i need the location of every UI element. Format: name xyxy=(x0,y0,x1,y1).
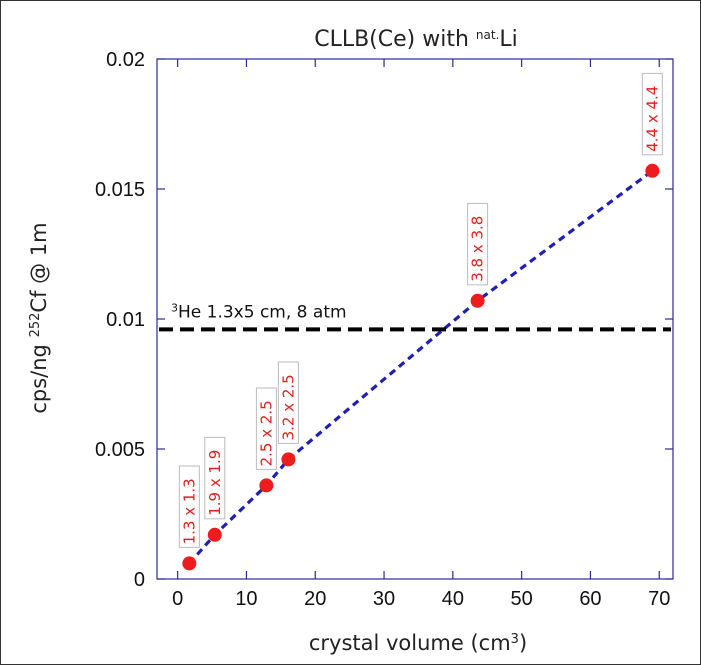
x-tick-label: 10 xyxy=(235,588,257,610)
point-label: 4.4 x 4.4 xyxy=(643,86,661,152)
data-point xyxy=(281,452,296,467)
fit-line xyxy=(188,169,654,565)
tick-labels: 0 10 20 30 40 50 60 70 0 0.005 0.01 0.015 0.02 xyxy=(95,49,670,610)
axis-ticks xyxy=(157,58,673,580)
point-label-group: 1.3 x 1.3 xyxy=(178,465,200,548)
x-tick-label: 20 xyxy=(304,588,326,610)
point-label: 3.8 x 3.8 xyxy=(469,216,487,282)
point-label-group: 1.9 x 1.9 xyxy=(204,436,226,520)
x-tick-label: 30 xyxy=(373,588,395,610)
y-tick-label: 0.01 xyxy=(106,309,145,331)
point-label-box xyxy=(467,202,489,286)
x-tick-label: 60 xyxy=(579,588,601,610)
point-label-group: 4.4 x 4.4 xyxy=(641,72,663,156)
point-label-box xyxy=(255,387,277,470)
x-tick-label: 40 xyxy=(442,588,464,610)
point-label-group: 3.2 x 2.5 xyxy=(277,361,299,444)
data-point xyxy=(207,527,222,542)
x-tick-label: 0 xyxy=(172,588,183,610)
point-label-group: 3.8 x 3.8 xyxy=(467,202,489,286)
y-tick-label: 0 xyxy=(134,569,145,591)
x-tick-label: 70 xyxy=(648,588,670,610)
point-label: 2.5 x 2.5 xyxy=(257,400,275,466)
data-point xyxy=(259,478,274,493)
point-label: 3.2 x 2.5 xyxy=(279,374,297,440)
point-label-box xyxy=(641,72,663,156)
y-axis-label: cps/ng 252Cf @ 1m xyxy=(27,222,51,413)
point-label-box xyxy=(277,361,299,444)
chart-title: CLLB(Ce) with nat.Li xyxy=(314,27,518,52)
reference-line-label: 3He 1.3x5 cm, 8 atm xyxy=(171,301,347,323)
point-label-group: 2.5 x 2.5 xyxy=(255,387,277,470)
x-tick-label: 50 xyxy=(511,588,533,610)
data-point xyxy=(182,556,197,571)
point-label-box xyxy=(204,436,226,520)
x-axis-label: crystal volume (cm3) xyxy=(309,631,527,655)
point-label: 1.9 x 1.9 xyxy=(206,450,224,516)
data-point xyxy=(645,163,660,178)
point-label-box xyxy=(178,465,200,548)
y-tick-label: 0.005 xyxy=(95,439,145,461)
data-points: 1.3 x 1.3 1.9 x 1.9 2.5 x 2.5 3.2 x 2.5 3.8 … xyxy=(178,72,663,571)
point-label: 1.3 x 1.3 xyxy=(180,478,198,544)
y-tick-label: 0.015 xyxy=(95,179,145,201)
data-point xyxy=(470,293,485,308)
y-tick-label: 0.02 xyxy=(106,49,145,71)
